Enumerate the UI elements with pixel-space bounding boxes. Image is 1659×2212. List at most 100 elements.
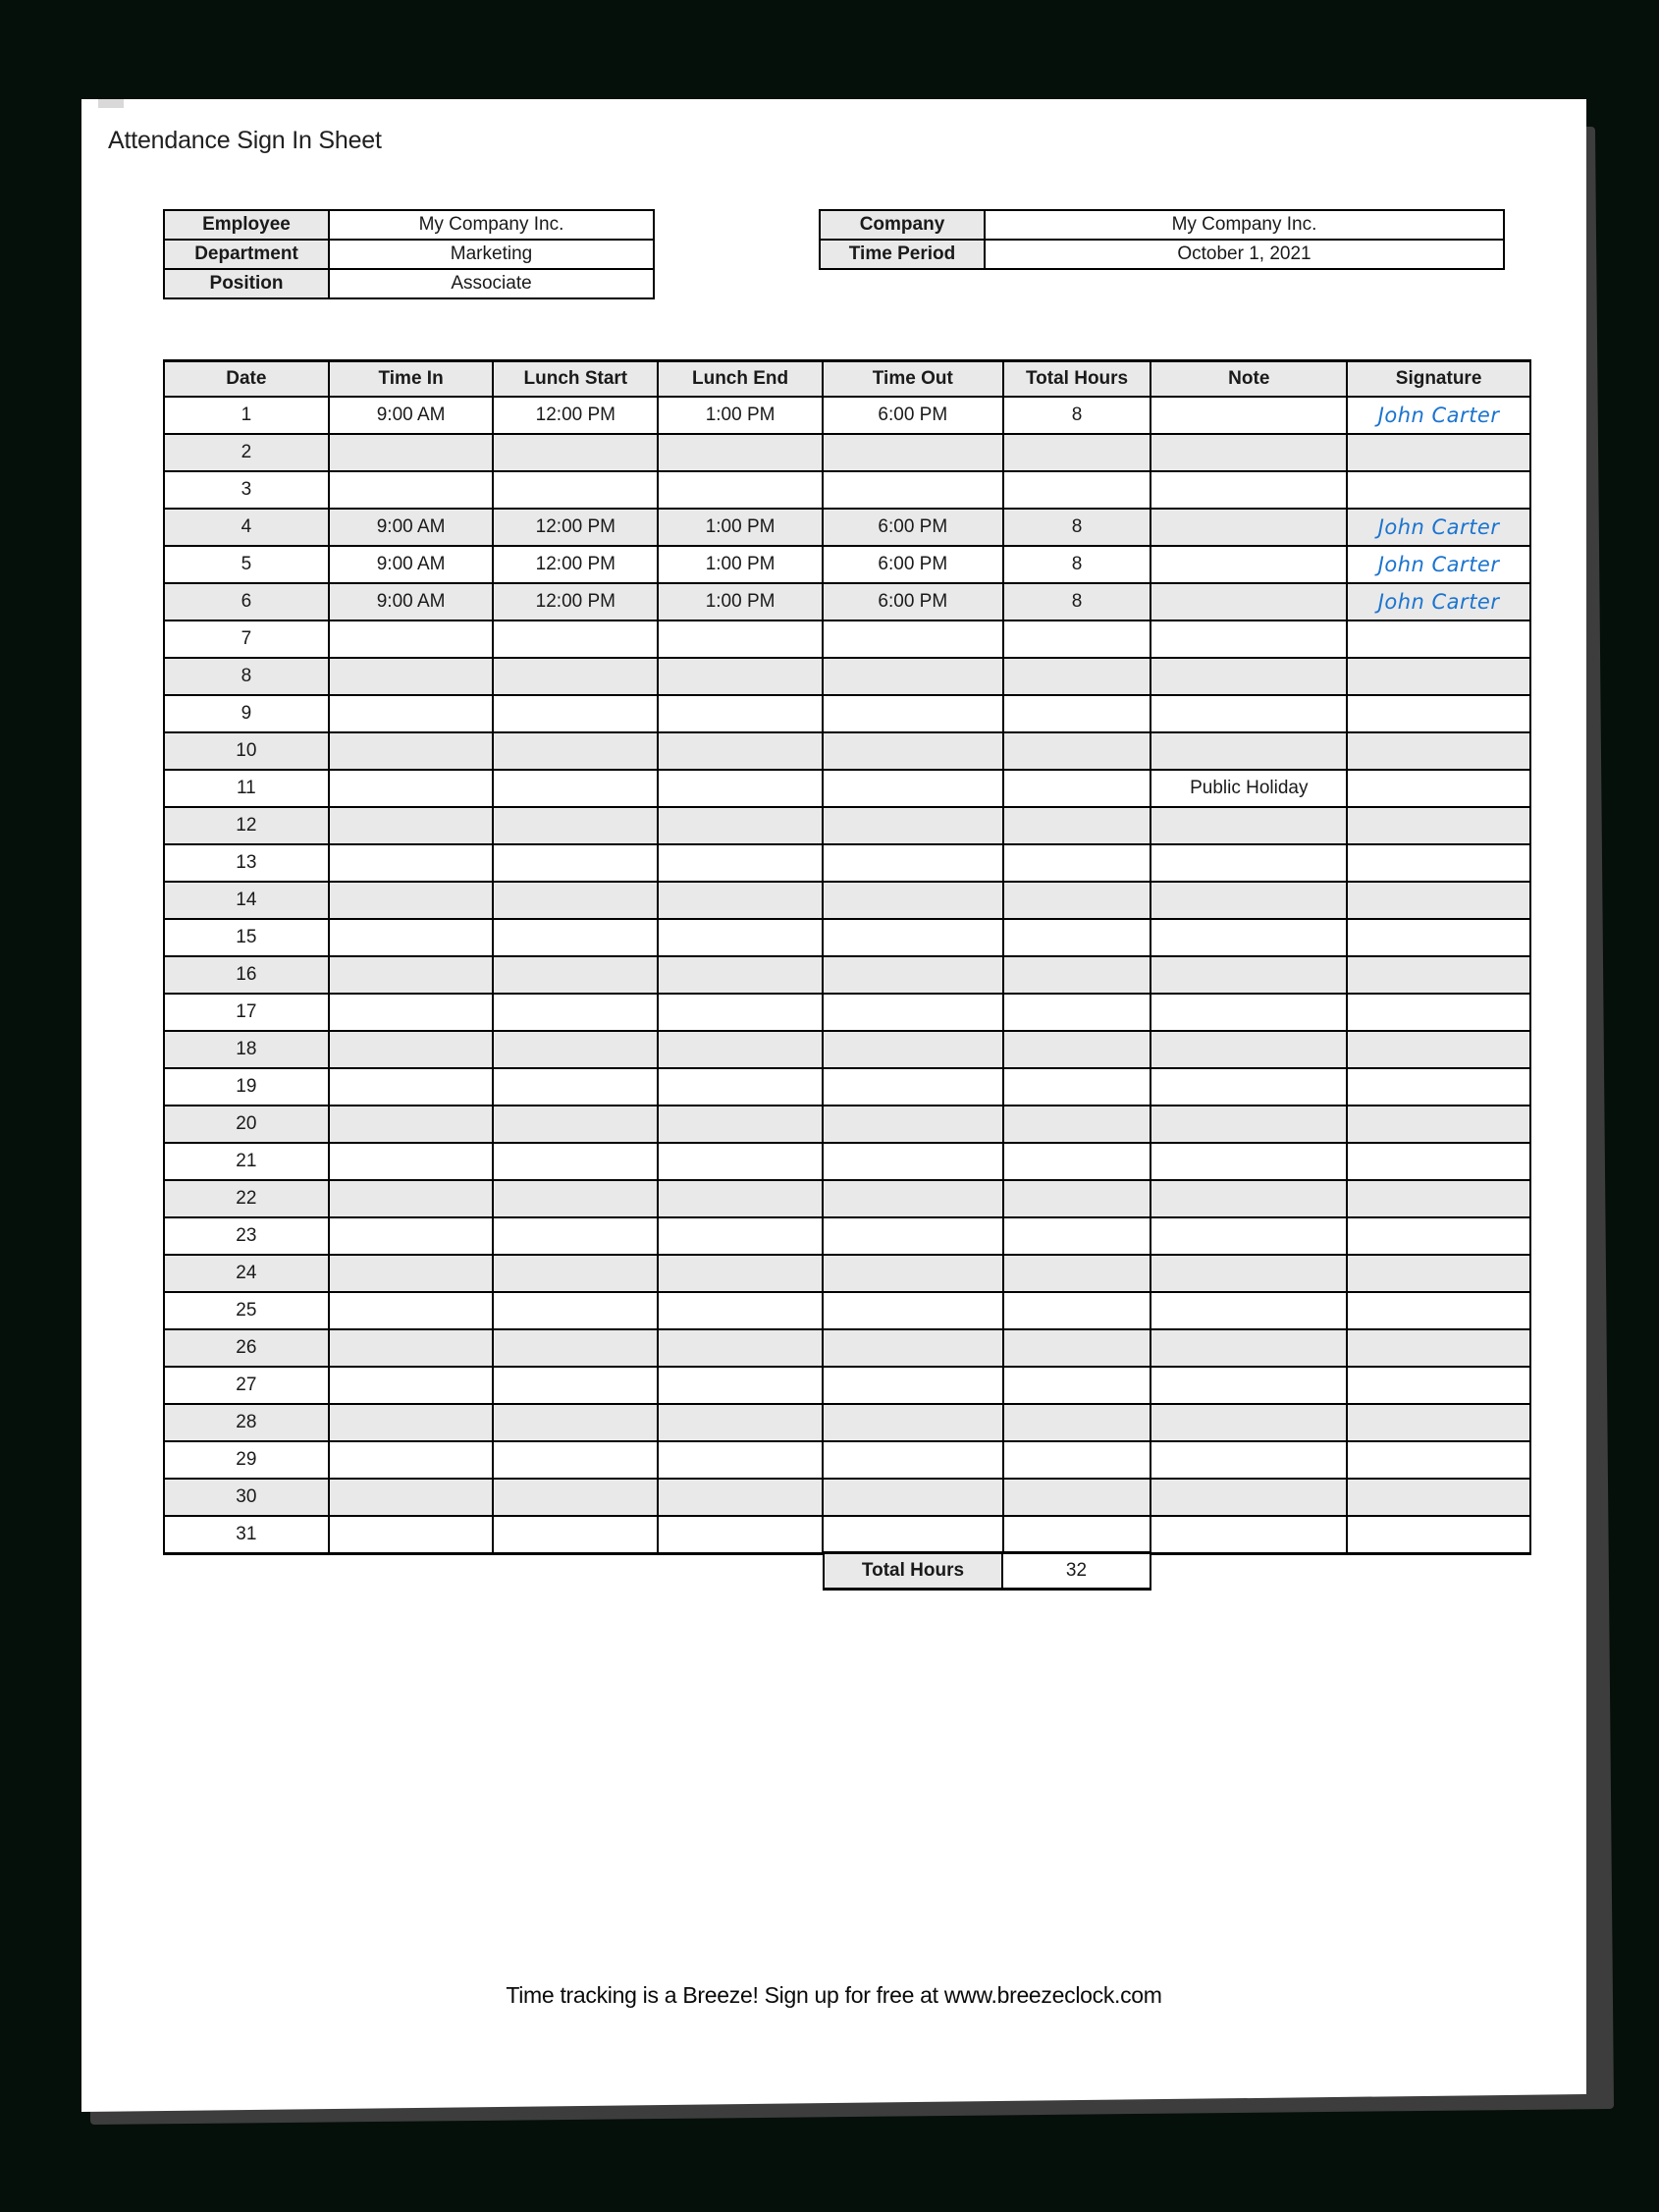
table-row: Employee My Company Inc. (164, 210, 654, 240)
cell-date: 14 (164, 882, 329, 919)
cell-time-in (329, 919, 494, 956)
cell-signature: John Carter (1347, 583, 1530, 620)
cell-signature (1347, 1441, 1530, 1479)
column-header-lunch-end: Lunch End (658, 361, 823, 398)
employee-info-table: Employee My Company Inc. Department Mark… (163, 209, 655, 299)
column-header-note: Note (1151, 361, 1347, 398)
timesheet-row-20: 20 (164, 1106, 1530, 1143)
cell-note (1151, 956, 1347, 994)
timesheet-row-22: 22 (164, 1180, 1530, 1217)
timesheet-row-30: 30 (164, 1479, 1530, 1516)
cell-lunch-end: 1:00 PM (658, 583, 823, 620)
cell-lunch-end (658, 1516, 823, 1554)
cell-time-out (823, 1479, 1003, 1516)
cell-lunch-end (658, 471, 823, 509)
cell-signature (1347, 1255, 1530, 1292)
cell-lunch-end (658, 620, 823, 658)
cell-lunch-end (658, 1292, 823, 1329)
cell-note (1151, 1441, 1347, 1479)
cell-signature (1347, 1106, 1530, 1143)
cell-total-hours (1003, 1329, 1151, 1367)
cell-signature (1347, 1217, 1530, 1255)
cell-time-out (823, 620, 1003, 658)
cell-total-hours (1003, 1068, 1151, 1106)
cell-time-in (329, 1217, 494, 1255)
cell-note (1151, 620, 1347, 658)
cell-note (1151, 1329, 1347, 1367)
total-hours-label: Total Hours (823, 1551, 1003, 1591)
timesheet-row-16: 16 (164, 956, 1530, 994)
timesheet-row-27: 27 (164, 1367, 1530, 1404)
timesheet-table: Date Time In Lunch Start Lunch End Time Out T… (163, 359, 1531, 1555)
cell-lunch-end (658, 1180, 823, 1217)
cell-total-hours (1003, 434, 1151, 471)
cell-lunch-end (658, 844, 823, 882)
timesheet-row-14: 14 (164, 882, 1530, 919)
cell-total-hours (1003, 620, 1151, 658)
cell-date: 5 (164, 546, 329, 583)
cell-date: 29 (164, 1441, 329, 1479)
cell-lunch-end (658, 1479, 823, 1516)
cell-lunch-start (493, 1217, 658, 1255)
cell-time-out (823, 770, 1003, 807)
cell-note (1151, 546, 1347, 583)
cell-lunch-start (493, 658, 658, 695)
cell-note (1151, 583, 1347, 620)
cell-time-out (823, 1143, 1003, 1180)
cell-time-in (329, 1367, 494, 1404)
table-row: Time Period October 1, 2021 (820, 240, 1504, 269)
cell-date: 27 (164, 1367, 329, 1404)
cell-time-in (329, 1479, 494, 1516)
cell-date: 31 (164, 1516, 329, 1554)
cell-lunch-start: 12:00 PM (493, 397, 658, 434)
cell-signature (1347, 807, 1530, 844)
total-hours-summary: Total Hours 32 (823, 1551, 1151, 1591)
cell-note (1151, 1367, 1347, 1404)
cell-time-out (823, 1404, 1003, 1441)
cell-date: 18 (164, 1031, 329, 1068)
cell-total-hours (1003, 1292, 1151, 1329)
cell-lunch-end: 1:00 PM (658, 397, 823, 434)
cell-time-out (823, 1329, 1003, 1367)
cell-lunch-start (493, 1292, 658, 1329)
cell-time-in (329, 1329, 494, 1367)
cell-time-out (823, 956, 1003, 994)
cell-lunch-end: 1:00 PM (658, 546, 823, 583)
timesheet-row-12: 12 (164, 807, 1530, 844)
cell-time-in (329, 695, 494, 732)
cell-note (1151, 1180, 1347, 1217)
cell-date: 8 (164, 658, 329, 695)
cell-lunch-start (493, 1068, 658, 1106)
cell-time-in (329, 1516, 494, 1554)
cell-time-in (329, 1404, 494, 1441)
cell-signature (1347, 770, 1530, 807)
cell-lunch-start (493, 770, 658, 807)
company-info-table: Company My Company Inc. Time Period Octo… (819, 209, 1505, 270)
cell-signature (1347, 956, 1530, 994)
cell-time-out (823, 919, 1003, 956)
footer-promo-text: Time tracking is a Breeze! Sign up for f… (506, 1982, 1162, 2008)
table-row: Position Associate (164, 269, 654, 298)
cell-lunch-start (493, 1106, 658, 1143)
cell-time-out (823, 1292, 1003, 1329)
table-row: Company My Company Inc. (820, 210, 1504, 240)
cell-lunch-end (658, 807, 823, 844)
cell-date: 11 (164, 770, 329, 807)
timesheet-row-23: 23 (164, 1217, 1530, 1255)
cell-date: 17 (164, 994, 329, 1031)
cell-note (1151, 509, 1347, 546)
cell-signature (1347, 658, 1530, 695)
cell-date: 25 (164, 1292, 329, 1329)
cell-total-hours (1003, 1404, 1151, 1441)
cell-signature (1347, 1516, 1530, 1554)
cell-lunch-start (493, 1031, 658, 1068)
cell-total-hours (1003, 1031, 1151, 1068)
cell-lunch-start (493, 1404, 658, 1441)
cell-time-out (823, 434, 1003, 471)
cell-total-hours (1003, 1516, 1151, 1554)
cell-lunch-start (493, 919, 658, 956)
cell-lunch-start (493, 434, 658, 471)
cell-time-in: 9:00 AM (329, 509, 494, 546)
cell-note (1151, 658, 1347, 695)
